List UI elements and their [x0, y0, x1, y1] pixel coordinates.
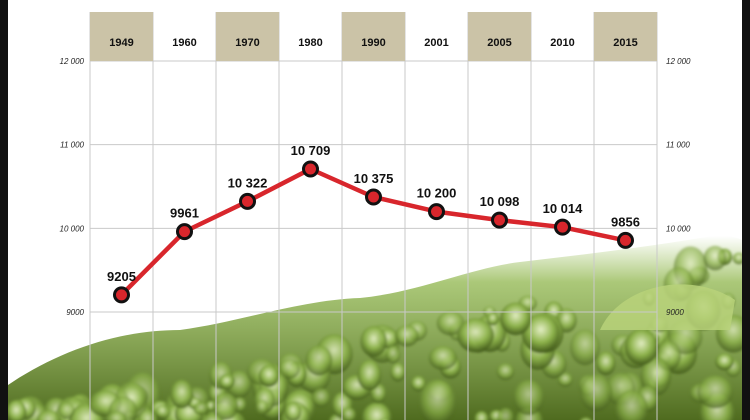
crowd-person: [500, 302, 532, 336]
crowd-person: [218, 374, 235, 390]
y-axis-left: 9000 10 000 11 000 12 000: [60, 57, 85, 317]
crowd-person: [428, 345, 458, 370]
y-tick-label-right: 10 000: [666, 224, 691, 233]
y-tick-label-right: 9000: [666, 308, 684, 317]
y-tick-label-left: 12 000: [60, 57, 85, 66]
data-label: 10 200: [417, 186, 457, 201]
crowd-person: [105, 411, 127, 420]
crowd-person: [436, 311, 465, 336]
crowd-person: [212, 392, 239, 420]
frame-right: [742, 0, 750, 420]
year-label: 1990: [361, 37, 385, 49]
crowd-person: [155, 404, 171, 420]
crowd-person: [457, 318, 494, 353]
header-cell-shaded: [216, 12, 279, 61]
crowd-person: [410, 376, 426, 392]
crowd-person: [569, 329, 601, 366]
crowd-person: [418, 379, 457, 420]
header-cell-shaded: [468, 12, 531, 61]
crowd-person: [496, 363, 515, 381]
header-cell-shaded: [90, 12, 153, 61]
umbrella-shape: [600, 284, 735, 330]
data-label: 10 709: [291, 143, 331, 158]
year-label: 1960: [172, 37, 196, 49]
crowd-person: [715, 353, 734, 371]
frame-left: [0, 0, 8, 420]
data-labels: 9205 9961 10 322 10 709 10 375 10 200 10 098 10…: [107, 143, 640, 284]
crowd-person: [486, 312, 499, 326]
crowd-person: [497, 407, 515, 420]
data-label: 10 375: [354, 171, 394, 186]
year-label: 2005: [487, 37, 511, 49]
crowd-person: [305, 345, 333, 376]
crowd-person: [193, 402, 210, 415]
year-header: 1949 1960 1970 1980 1990 2001 2005 2010 2015: [90, 12, 657, 61]
data-label: 10 098: [480, 194, 520, 209]
data-point: [365, 188, 382, 206]
crowd-person: [170, 379, 194, 409]
crowd-person: [703, 245, 727, 271]
crowd-person: [697, 375, 734, 409]
crowd-person: [36, 409, 62, 420]
header-cell-shaded: [594, 12, 657, 61]
crowd-person: [596, 351, 616, 376]
series-markers: [113, 160, 634, 304]
data-point: [428, 203, 445, 221]
crowd-person: [579, 374, 613, 412]
year-label: 1980: [298, 37, 322, 49]
crowd-person: [284, 402, 302, 420]
data-point: [113, 286, 130, 304]
crowd-person: [361, 402, 392, 420]
crowd-person: [513, 379, 545, 416]
year-label: 2015: [613, 37, 637, 49]
y-tick-label-left: 11 000: [60, 141, 84, 150]
year-label: 1970: [235, 37, 259, 49]
data-label: 10 014: [543, 201, 584, 216]
crowd-person: [624, 328, 659, 365]
data-label: 9205: [107, 269, 136, 284]
data-label: 10 322: [228, 175, 268, 190]
crowd-person: [341, 407, 357, 420]
year-label: 2010: [550, 37, 574, 49]
data-point: [617, 231, 634, 249]
data-point: [302, 160, 319, 178]
data-point: [239, 192, 256, 210]
crowd-person: [311, 388, 331, 408]
crowd-person: [385, 345, 401, 364]
crowd-person: [557, 372, 573, 387]
crowd-person: [255, 399, 268, 416]
crowd-person: [580, 417, 592, 420]
crowd-person: [615, 389, 648, 420]
year-label: 1949: [109, 37, 133, 49]
crowd-person: [6, 400, 27, 420]
crowd-person: [474, 411, 489, 420]
crowd-person: [201, 413, 223, 420]
crowd-photo: [6, 235, 750, 420]
data-point: [491, 211, 508, 229]
year-label: 2001: [424, 37, 448, 49]
crowd-person: [394, 325, 419, 347]
y-tick-label-left: 10 000: [60, 224, 85, 233]
data-label: 9856: [611, 214, 640, 229]
y-tick-label-right: 12 000: [666, 57, 691, 66]
y-tick-label-right: 11 000: [666, 141, 690, 150]
crowd-person: [278, 359, 300, 379]
y-tick-label-left: 9000: [66, 308, 84, 317]
crowd-person: [390, 362, 406, 382]
crowd-person: [258, 365, 280, 387]
data-label: 9961: [170, 206, 199, 221]
data-point: [554, 218, 571, 236]
crowd-person: [58, 402, 75, 419]
header-cell-shaded: [342, 12, 405, 61]
crowd-person: [357, 359, 382, 391]
crowd-person: [360, 325, 388, 357]
y-axis-right: 9000 10 000 11 000 12 000: [666, 57, 691, 317]
data-point: [176, 223, 193, 241]
